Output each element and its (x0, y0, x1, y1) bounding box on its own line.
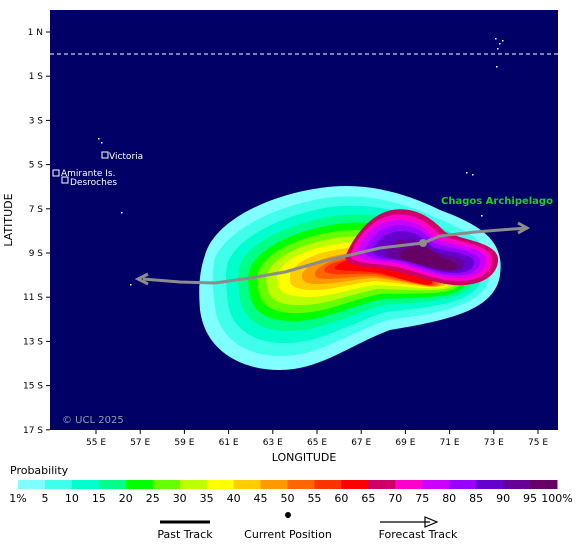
lat-tick-label: 11 S (23, 293, 43, 303)
lon-tick-label: 71 E (440, 438, 460, 448)
lat-tick-label: 9 S (29, 249, 44, 259)
legend-bin-label: 20 (119, 492, 133, 505)
legend-bin-label: 85 (469, 492, 483, 505)
legend-swatch (125, 480, 154, 489)
desroches-label: Desroches (70, 178, 117, 188)
legend-swatch (44, 480, 73, 489)
lon-tick-label: 63 E (263, 438, 283, 448)
lon-tick-label: 73 E (484, 438, 504, 448)
lat-tick-label: 15 S (23, 382, 43, 392)
lon-tick-label: 59 E (174, 438, 194, 448)
lon-tick-label: 61 E (219, 438, 239, 448)
legend-swatch (71, 480, 100, 489)
lon-tick-label: 57 E (130, 438, 150, 448)
lat-tick-label: 17 S (23, 426, 43, 436)
islands (98, 38, 504, 286)
legend-swatch (449, 480, 477, 489)
legend-swatch (368, 480, 396, 489)
legend-bin-label: 1% (9, 492, 26, 505)
lon-tick-label: 75 E (528, 438, 548, 448)
past-track-label: Past Track (157, 528, 213, 541)
legend-bin-label: 60 (334, 492, 348, 505)
y-axis-title: LATITUDE (2, 193, 15, 246)
legend-swatch (152, 480, 181, 489)
amirante-label: Amirante Is. (61, 169, 115, 179)
legend-bin-label: 40 (227, 492, 241, 505)
current-position-label: Current Position (244, 528, 332, 541)
copyright-label: © UCL 2025 (62, 415, 124, 426)
lon-tick-label: 55 E (86, 438, 106, 448)
legend-bin-label: 35 (200, 492, 214, 505)
track-arrowhead-east (517, 221, 531, 235)
legend-title: Probability (10, 464, 69, 477)
forecast-track-line (142, 226, 529, 285)
legend-swatch (503, 480, 531, 489)
lon-tick-label: 67 E (351, 438, 371, 448)
prob-band-95 (399, 246, 458, 271)
legend-swatch (179, 480, 208, 489)
legend-bin-label: 65 (361, 492, 375, 505)
legend-swatch (98, 480, 127, 489)
legend-bin-label: 55 (307, 492, 321, 505)
legend-swatch (422, 480, 450, 489)
legend-bin-label: 15 (92, 492, 106, 505)
longitude-ticks: 55 E 57 E 59 E 61 E 63 E 65 E 67 E 69 E 71 E 73 E… (86, 430, 548, 448)
lon-tick-label: 65 E (307, 438, 327, 448)
legend-swatch (287, 480, 315, 489)
legend-bin-label: 75 (415, 492, 429, 505)
forecast-arrow-symbol (424, 516, 439, 528)
victoria-marker (101, 151, 109, 159)
forecast-track-label: Forecast Track (379, 528, 458, 541)
victoria-label: Victoria (109, 152, 143, 162)
legend-bin-label: 45 (254, 492, 268, 505)
x-axis-title: LONGITUDE (272, 451, 337, 464)
legend-bin-label: 30 (173, 492, 187, 505)
legend-swatch (314, 480, 342, 489)
current-position-dot (419, 239, 427, 247)
probability-swath (199, 186, 501, 370)
legend-bin-label: 95 (523, 492, 537, 505)
legend-bin-label: 90 (496, 492, 510, 505)
lat-tick-label: 1 N (28, 28, 43, 38)
lat-tick-label: 13 S (23, 337, 43, 347)
legend-swatch (341, 480, 369, 489)
lat-tick-label: 7 S (29, 205, 44, 215)
legend-swatch (233, 480, 262, 489)
legend-bin-label: 100% (541, 492, 572, 505)
legend-swatch (395, 480, 423, 489)
chagos-label: Chagos Archipelago (441, 196, 553, 207)
latitude-ticks: 1 N 1 S 3 S 5 S 7 S 9 S 11 S 13 S 15 S 17 S (23, 28, 50, 436)
current-position-symbol (285, 512, 291, 518)
lon-tick-label: 69 E (395, 438, 415, 448)
desroches-marker (61, 176, 69, 184)
lat-tick-label: 3 S (29, 116, 44, 126)
legend-bin-label: 5 (41, 492, 48, 505)
legend-labels: 1% 5 10 15 20 25 30 35 40 45 50 55 60 65 70 75 80 85 90 95 1… (9, 492, 572, 505)
legend-swatch (18, 480, 46, 489)
legend-swatch (476, 480, 504, 489)
legend-bin-label: 80 (442, 492, 456, 505)
lat-tick-label: 5 S (29, 161, 44, 171)
amirante-marker (52, 169, 60, 177)
legend-swatch (530, 480, 558, 489)
lat-tick-label: 1 S (29, 72, 44, 82)
legend-bin-label: 25 (146, 492, 160, 505)
track-arrowhead-west (134, 272, 149, 286)
legend-bin-label: 50 (281, 492, 295, 505)
legend-swatch (206, 480, 235, 489)
legend-colorbar (18, 480, 558, 489)
legend-swatch (260, 480, 288, 489)
legend-bin-label: 10 (65, 492, 79, 505)
legend-bin-label: 70 (388, 492, 402, 505)
